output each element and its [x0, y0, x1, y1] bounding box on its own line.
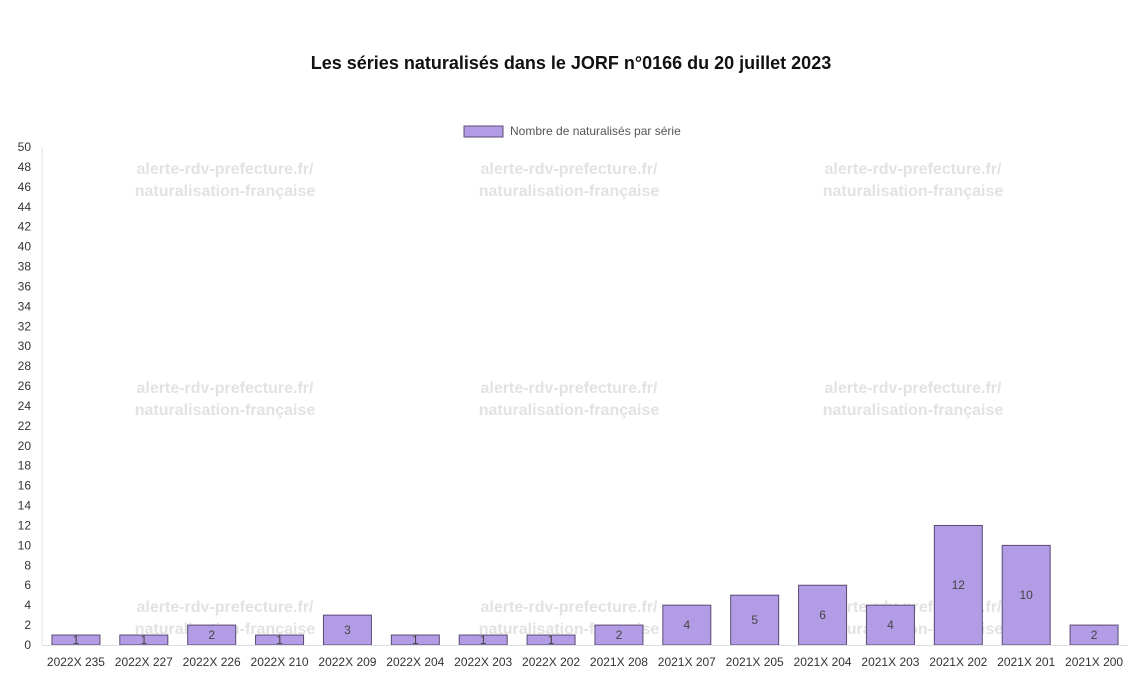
bar[interactable]	[933, 524, 983, 646]
legend-swatch	[463, 125, 504, 138]
x-axis: 2022X 235 2022X 227 2022X 226 2022X 210 2022…	[42, 645, 1128, 669]
x-tick-label: 2021X 200	[1065, 655, 1123, 669]
bar[interactable]	[865, 604, 915, 646]
y-tick-label: 18	[18, 459, 32, 473]
bar-value-label: 1	[73, 633, 80, 647]
watermark-line2: naturalisation-française	[823, 402, 1004, 419]
x-tick-label: 2021X 201	[997, 655, 1055, 669]
y-tick-label: 36	[18, 279, 32, 293]
y-tick-label: 2	[24, 618, 31, 632]
y-tick-label: 34	[18, 299, 32, 313]
bar-value-label: 1	[412, 633, 419, 647]
y-tick-label: 8	[24, 558, 31, 572]
bar-value-label: 6	[819, 608, 826, 622]
watermark-line1: alerte-rdv-prefecture.fr/	[481, 599, 659, 616]
y-tick-label: 20	[18, 439, 32, 453]
bar-value-label: 3	[344, 623, 351, 637]
x-tick-label: 2022X 210	[251, 655, 309, 669]
y-tick-label: 0	[24, 638, 31, 652]
bar-value-label: 5	[751, 613, 758, 627]
y-tick-label: 26	[18, 379, 32, 393]
watermark-line1: alerte-rdv-prefecture.fr/	[825, 380, 1003, 397]
x-tick-label: 2022X 235	[47, 655, 105, 669]
y-tick-label: 46	[18, 180, 32, 194]
y-tick-label: 48	[18, 160, 32, 174]
x-tick-label: 2022X 227	[115, 655, 173, 669]
bar-value-label: 1	[276, 633, 283, 647]
bar-value-label: 2	[1091, 628, 1098, 642]
watermark-line1: alerte-rdv-prefecture.fr/	[137, 380, 315, 397]
y-tick-label: 22	[18, 419, 32, 433]
bar[interactable]	[662, 604, 712, 646]
x-tick-label: 2022X 202	[522, 655, 580, 669]
bar-value-label: 10	[1020, 588, 1034, 602]
y-tick-label: 42	[18, 220, 32, 234]
chart-title: Les séries naturalisés dans le JORF n°01…	[311, 53, 831, 73]
bar-value-label: 4	[887, 618, 894, 632]
y-tick-label: 32	[18, 319, 32, 333]
watermark-line1: alerte-rdv-prefecture.fr/	[481, 161, 659, 178]
y-tick-label: 10	[18, 538, 32, 552]
y-tick-label: 4	[24, 598, 31, 612]
watermark-layer: alerte-rdv-prefecture.fr/naturalisation-…	[135, 161, 1004, 638]
y-axis: 0246810121416182022242628303234363840424…	[18, 140, 43, 652]
legend-label: Nombre de naturalisés par série	[510, 124, 681, 138]
watermark-line1: alerte-rdv-prefecture.fr/	[137, 161, 315, 178]
bar-value-label: 1	[480, 633, 487, 647]
y-tick-label: 16	[18, 479, 32, 493]
x-tick-label: 2021X 205	[726, 655, 784, 669]
watermark-line1: alerte-rdv-prefecture.fr/	[137, 599, 315, 616]
x-tick-label: 2021X 207	[658, 655, 716, 669]
bar[interactable]	[1001, 544, 1051, 646]
y-tick-label: 50	[18, 140, 32, 154]
x-tick-label: 2021X 204	[794, 655, 852, 669]
x-tick-label: 2021X 202	[929, 655, 987, 669]
y-tick-label: 6	[24, 578, 31, 592]
x-tick-label: 2021X 208	[590, 655, 648, 669]
y-tick-label: 44	[18, 200, 32, 214]
bar[interactable]	[730, 594, 780, 646]
x-tick-label: 2022X 209	[318, 655, 376, 669]
x-tick-label: 2021X 203	[861, 655, 919, 669]
bar-value-label: 1	[140, 633, 147, 647]
y-tick-label: 24	[18, 399, 32, 413]
bar-value-label: 2	[616, 628, 623, 642]
bar-value-label: 2	[208, 628, 215, 642]
y-tick-label: 30	[18, 339, 32, 353]
watermark-line1: alerte-rdv-prefecture.fr/	[825, 161, 1003, 178]
y-tick-label: 12	[18, 518, 32, 532]
watermark-line2: naturalisation-française	[479, 402, 660, 419]
bar-value-label: 12	[952, 578, 966, 592]
bar[interactable]	[322, 614, 372, 646]
bar-value-label: 4	[683, 618, 690, 632]
x-tick-label: 2022X 204	[386, 655, 444, 669]
watermark-line2: naturalisation-française	[135, 183, 316, 200]
legend[interactable]: Nombre de naturalisés par série	[463, 124, 681, 138]
y-tick-label: 38	[18, 260, 32, 274]
watermark-line1: alerte-rdv-prefecture.fr/	[481, 380, 659, 397]
watermark-line2: naturalisation-française	[479, 183, 660, 200]
y-tick-label: 40	[18, 240, 32, 254]
y-tick-label: 28	[18, 359, 32, 373]
watermark-line2: naturalisation-française	[823, 183, 1004, 200]
x-tick-label: 2022X 226	[183, 655, 241, 669]
x-tick-label: 2022X 203	[454, 655, 512, 669]
bar-value-label: 1	[548, 633, 555, 647]
y-tick-label: 14	[18, 499, 32, 513]
watermark-line2: naturalisation-française	[135, 402, 316, 419]
